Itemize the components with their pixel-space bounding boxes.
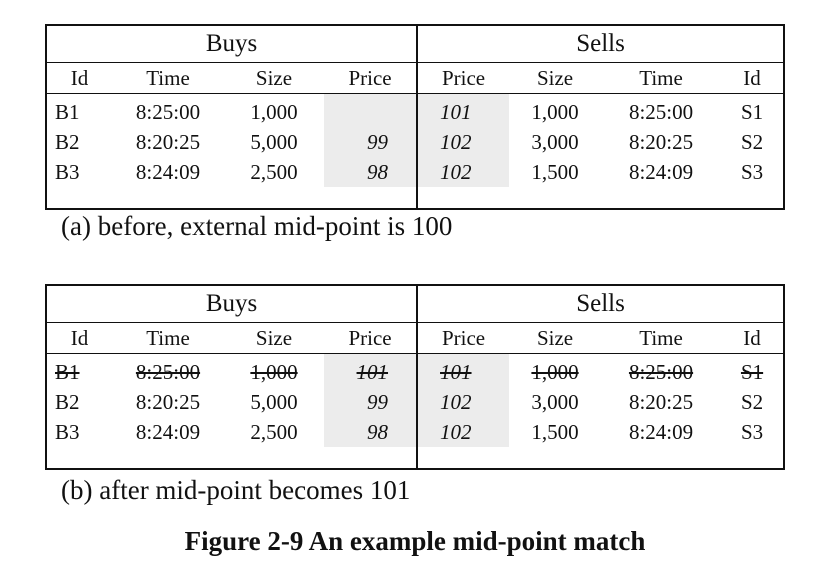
sell-time-cell: 8:24:09 [628, 419, 694, 444]
order-book-table-after: Buys Sells Id Time Size Price Price Size… [45, 284, 786, 470]
sell-price-cell: 101 [416, 93, 510, 127]
sell-time-cell: 8:20:25 [628, 389, 694, 414]
sell-id-cell: S2 [740, 389, 764, 414]
buy-id-cell: B3 [55, 419, 80, 444]
col-sell-size: Size [509, 322, 602, 354]
col-buy-size: Size [224, 62, 324, 94]
table-row: B1 8:25:00 1,000 101 1,000 8:25:00 S1 [46, 93, 784, 127]
buy-size-cell: 2,500 [250, 419, 298, 444]
buy-size-cell: 5,000 [250, 389, 298, 414]
col-sell-size: Size [509, 62, 602, 94]
sell-size-cell: 1,500 [531, 419, 579, 444]
buy-size-cell: 2,500 [250, 159, 298, 184]
table-row: B3 8:24:09 2,500 98 102 1,500 8:24:09 S3 [46, 417, 784, 447]
buy-price-cell [324, 93, 418, 127]
sell-size-cell: 3,000 [531, 129, 579, 154]
buys-header: Buys [46, 25, 418, 63]
col-sell-id: Id [721, 62, 785, 94]
buy-size-cell: 1,000 [250, 99, 298, 124]
buy-time-cell: 8:24:09 [135, 419, 201, 444]
buy-id-cell: B1 [55, 99, 80, 124]
buy-id-cell: B2 [55, 389, 80, 414]
buy-price-cell: 99 [324, 387, 418, 417]
buy-id-cell: B3 [55, 159, 80, 184]
sell-price-cell: 102 [416, 387, 510, 417]
sells-header: Sells [416, 25, 785, 63]
sell-id-cell: S1 [740, 359, 764, 384]
col-buy-id: Id [46, 322, 112, 354]
col-sell-price: Price [416, 322, 510, 354]
col-sell-id: Id [721, 322, 785, 354]
sell-price-cell: 102 [416, 417, 510, 447]
table-row: B3 8:24:09 2,500 98 102 1,500 8:24:09 S3 [46, 157, 784, 187]
buy-price-cell: 99 [324, 127, 418, 157]
sell-time-cell: 8:24:09 [628, 159, 694, 184]
sell-id-cell: S3 [740, 159, 764, 184]
caption-after: (b) after mid-point becomes 101 [61, 475, 411, 505]
table-spacer-row [46, 447, 785, 469]
sell-time-cell: 8:20:25 [628, 129, 694, 154]
col-buy-id: Id [46, 62, 112, 94]
col-buy-time: Time [112, 322, 224, 354]
order-book-table-before: Buys Sells Id Time Size Price Price Size… [45, 24, 786, 210]
col-buy-price: Price [324, 62, 418, 94]
table-row: B2 8:20:25 5,000 99 102 3,000 8:20:25 S2 [46, 127, 784, 157]
col-buy-price: Price [324, 322, 418, 354]
buy-time-cell: 8:20:25 [135, 129, 201, 154]
buy-id-cell: B2 [55, 129, 80, 154]
sell-id-cell: S3 [740, 419, 764, 444]
sell-time-cell: 8:25:00 [628, 359, 694, 384]
sell-size-cell: 3,000 [531, 389, 579, 414]
sell-time-cell: 8:25:00 [628, 99, 694, 124]
sell-size-cell: 1,000 [531, 99, 579, 124]
table-row-matched: B1 8:25:00 1,000 101 101 1,000 8:25:00 S… [46, 353, 784, 387]
sell-size-cell: 1,500 [531, 159, 579, 184]
table-spacer-row [46, 187, 785, 209]
buy-time-cell: 8:25:00 [135, 359, 201, 384]
buy-price-cell: 101 [324, 353, 418, 387]
buy-price-cell: 98 [324, 157, 418, 187]
col-sell-time: Time [601, 322, 722, 354]
sell-price-cell: 101 [416, 353, 510, 387]
sell-id-cell: S1 [740, 99, 764, 124]
buy-time-cell: 8:20:25 [135, 389, 201, 414]
sell-id-cell: S2 [740, 129, 764, 154]
sell-size-cell: 1,000 [531, 359, 579, 384]
sells-header: Sells [416, 285, 785, 323]
buy-id-cell: B1 [55, 359, 80, 384]
col-buy-size: Size [224, 322, 324, 354]
sell-price-cell: 102 [416, 127, 510, 157]
col-sell-price: Price [416, 62, 510, 94]
caption-before: (a) before, external mid-point is 100 [61, 211, 453, 241]
buy-price-cell: 98 [324, 417, 418, 447]
buy-time-cell: 8:25:00 [135, 99, 201, 124]
figure-title: Figure 2-9 An example mid-point match [184, 526, 646, 556]
buys-header: Buys [46, 285, 418, 323]
col-buy-time: Time [112, 62, 224, 94]
col-sell-time: Time [601, 62, 722, 94]
table-row: B2 8:20:25 5,000 99 102 3,000 8:20:25 S2 [46, 387, 784, 417]
buy-time-cell: 8:24:09 [135, 159, 201, 184]
buy-size-cell: 5,000 [250, 129, 298, 154]
buy-size-cell: 1,000 [250, 359, 298, 384]
sell-price-cell: 102 [416, 157, 510, 187]
